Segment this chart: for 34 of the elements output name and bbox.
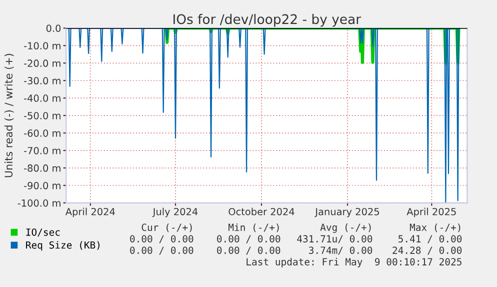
y-tick-label: -100.0 m: [18, 199, 60, 207]
line-series: [68, 28, 460, 203]
y-tick-label: -40.0 m: [24, 94, 60, 102]
text: 0.00 / 0.00: [217, 235, 280, 244]
y-tick-label: -10.0 m: [24, 42, 60, 50]
text: Max (-/+): [410, 223, 460, 232]
x-tick-label: April 2024: [65, 208, 115, 218]
x-tick-label: July 2024: [152, 208, 198, 218]
x-tick-label: April 2025: [406, 208, 456, 218]
text: 3.74m/ 0.00: [309, 246, 372, 255]
chart-title: IOs for /dev/loop22 - by year: [174, 14, 362, 27]
text: 431.71u/ 0.00: [297, 235, 372, 244]
text: 5.41 / 0.00: [398, 235, 462, 244]
text: Cur (-/+): [142, 223, 192, 232]
text: 0.00 / 0.00: [130, 235, 194, 244]
y-tick-label: -70.0 m: [24, 146, 60, 154]
y-tick-label: -80.0 m: [24, 164, 60, 172]
y-tick-label: -60.0 m: [24, 129, 60, 137]
text: 0.00 / 0.00: [130, 246, 194, 255]
y-tick-label: -20.0 m: [24, 60, 60, 67]
text: Avg (-/+): [320, 223, 371, 233]
text: Last update: Fri May 9 00:10:17 2025: [246, 258, 462, 268]
y-tick-label: -50.0 m: [24, 112, 60, 120]
x-tick-label: January 2025: [314, 208, 380, 218]
y-tick-label: -90.0 m: [24, 182, 60, 190]
y-tick-label: -30.0 m: [24, 77, 60, 84]
text: Min (-/+): [228, 223, 279, 232]
legend-label: IO/sec: [26, 228, 60, 237]
x-tick-label: October 2024: [228, 208, 294, 216]
legend-label: Req Size (KB): [26, 241, 100, 251]
text: 0.00 / 0.00: [217, 246, 280, 255]
y-axis-title: Units read (-) / write (+): [4, 54, 14, 178]
y-tick-label: 0.0: [46, 24, 61, 32]
text: 24.28 / 0.00: [392, 246, 462, 255]
